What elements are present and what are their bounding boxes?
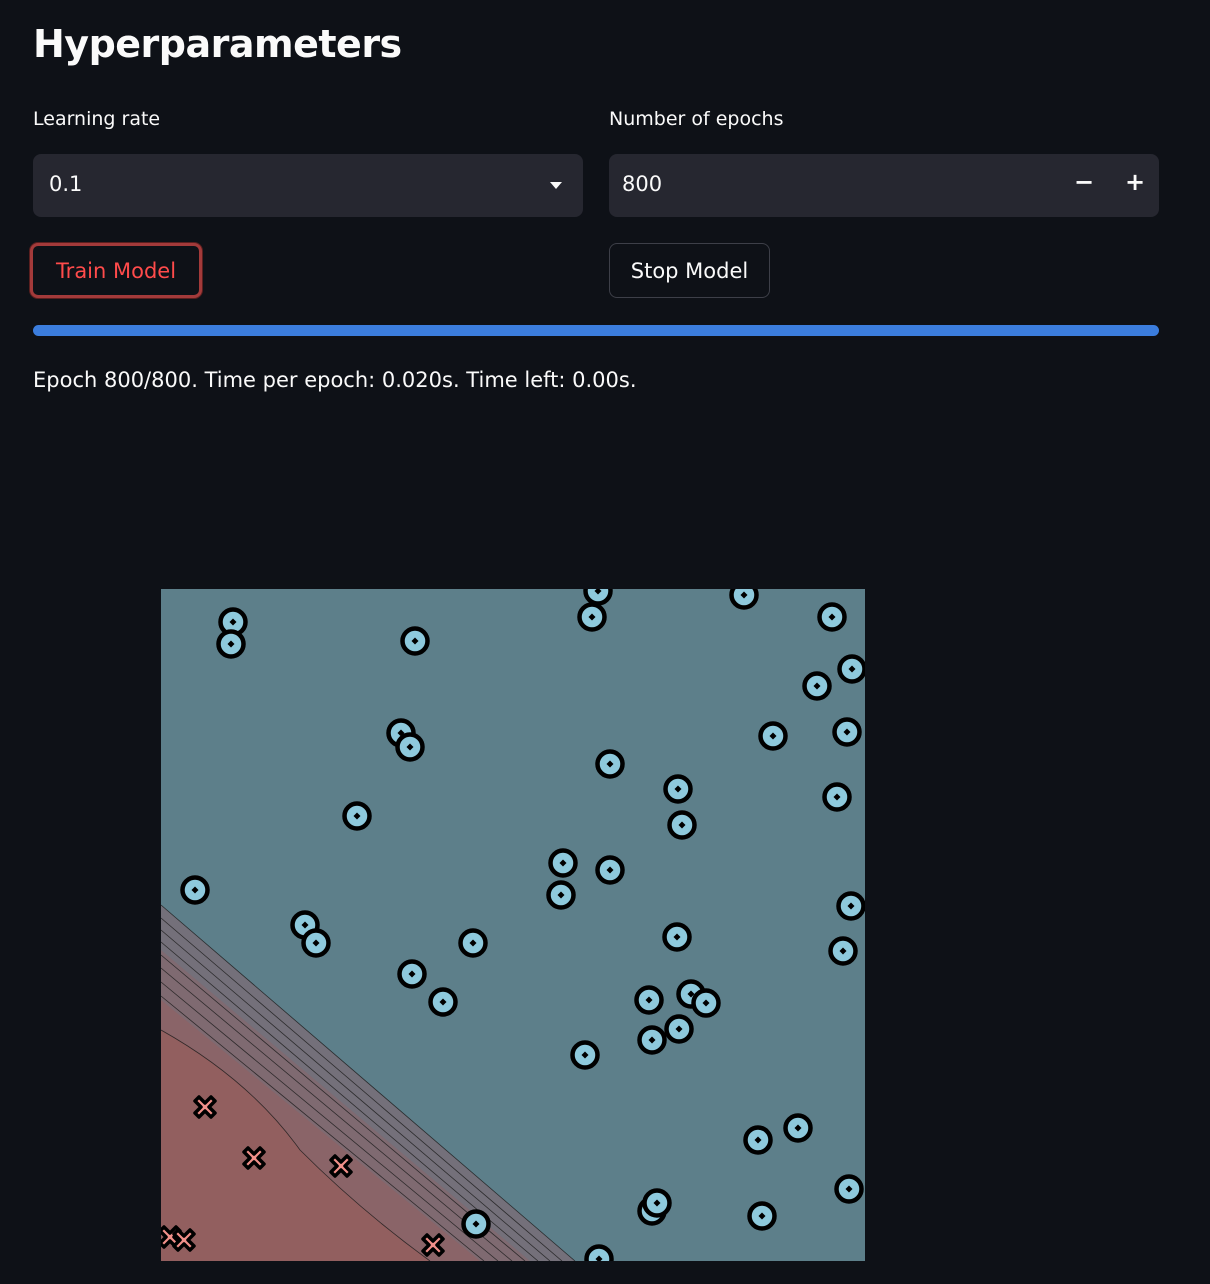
field-label: Number of epochs [609,108,784,130]
input-value: 800 [622,172,663,196]
decrement-button[interactable]: − [1074,168,1095,196]
page-title: Hyperparameters [33,22,402,66]
field-label: Learning rate [33,108,161,130]
number-input[interactable]: 800 − + [609,154,1159,217]
increment-button[interactable]: + [1125,168,1146,196]
stop-button[interactable]: Stop Model [609,243,770,298]
select-box[interactable]: 0.1 [33,154,583,217]
select-value: 0.1 [49,172,83,196]
progress-bar [33,325,1159,336]
chevron-icon [550,182,562,189]
train-button[interactable]: Train Model [30,243,202,298]
status-text: Epoch 800/800. Time per epoch: 0.020s. T… [33,368,637,392]
